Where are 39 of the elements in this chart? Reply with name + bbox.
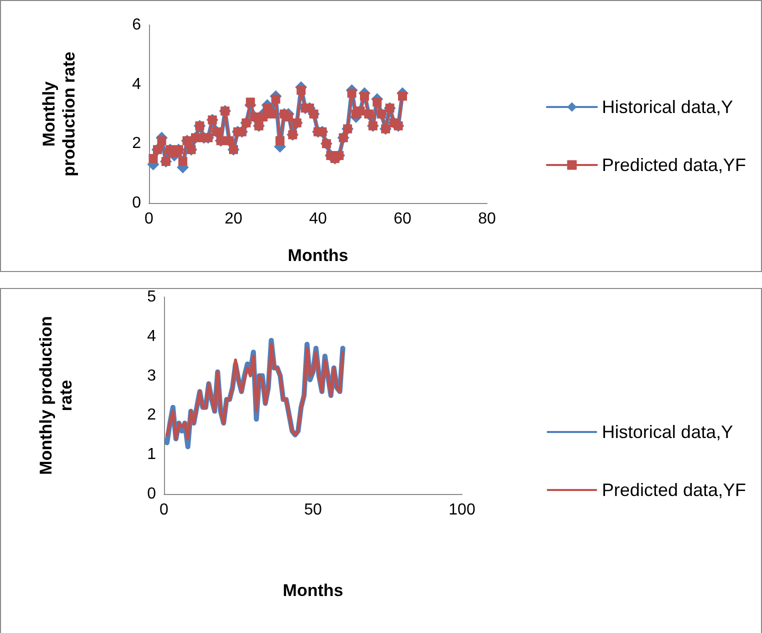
- y-tick-label: 4: [132, 76, 142, 93]
- x-tick-label: 40: [309, 210, 327, 228]
- legend-label: Predicted data,YF: [602, 155, 746, 175]
- x-tick-label: 50: [304, 502, 322, 518]
- point: [398, 92, 407, 101]
- point: [271, 94, 280, 104]
- point: [157, 136, 166, 146]
- y-tick-label: 4: [147, 328, 156, 345]
- x-axis-title: Months: [282, 581, 344, 600]
- x-tick-label: 0: [160, 502, 169, 518]
- point: [284, 112, 293, 122]
- point: [246, 98, 255, 107]
- point: [267, 110, 276, 118]
- y-tick-label: 2: [147, 406, 156, 424]
- x-tick-label: 100: [448, 502, 476, 518]
- x-tick-label: 80: [478, 210, 496, 228]
- point: [258, 112, 268, 122]
- x-tick-label: 60: [394, 210, 412, 228]
- y-tick-label: 1: [147, 446, 156, 464]
- x-tick-label: 20: [224, 210, 242, 228]
- point: [372, 98, 382, 107]
- y-tick-label: 3: [147, 367, 156, 384]
- y-tick-label: 6: [132, 16, 142, 34]
- point: [148, 154, 158, 163]
- point: [360, 92, 369, 101]
- y-tick-label: 5: [147, 288, 156, 306]
- y-tick-label: 0: [132, 194, 142, 212]
- point: [347, 88, 356, 98]
- legend-label: Historical data,Y: [602, 422, 733, 442]
- point: [275, 136, 284, 146]
- point: [296, 86, 306, 95]
- y-tick-label: 0: [147, 486, 156, 502]
- legend-label: Historical data,Y: [602, 97, 733, 117]
- point: [178, 156, 188, 166]
- y-axis-title: Monthly production rate: [40, 52, 78, 176]
- x-axis-title: Months: [288, 246, 348, 265]
- y-tick-label: 2: [132, 135, 142, 152]
- y-axis-title: Monthly production rate: [36, 316, 76, 475]
- legend-label: Predicted data,YF: [602, 480, 746, 500]
